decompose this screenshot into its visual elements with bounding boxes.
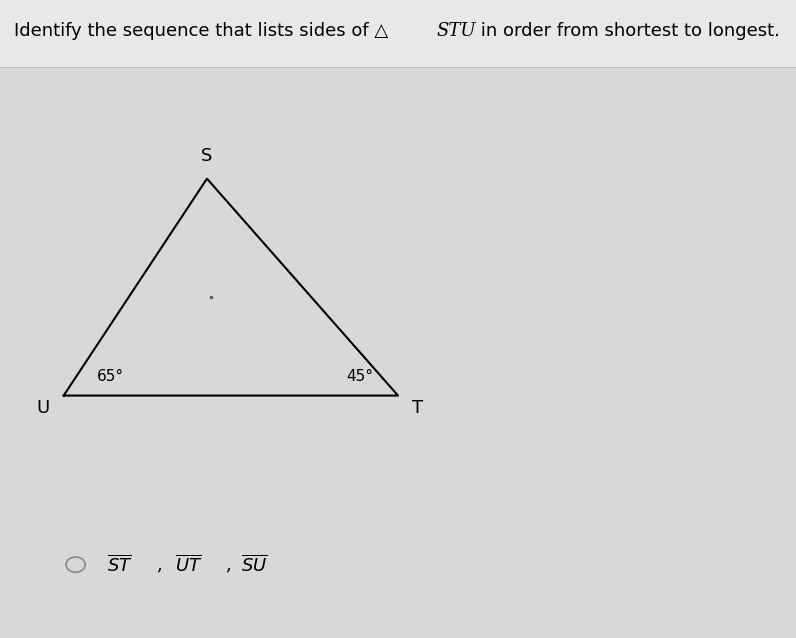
- Text: 65°: 65°: [97, 369, 124, 384]
- Text: STU: STU: [436, 22, 476, 40]
- Text: $\overline{ST}$: $\overline{ST}$: [107, 554, 133, 575]
- Text: T: T: [412, 399, 423, 417]
- Text: 45°: 45°: [346, 369, 373, 384]
- Text: ,: ,: [157, 556, 162, 574]
- FancyBboxPatch shape: [0, 0, 796, 67]
- Text: S: S: [201, 147, 213, 165]
- Text: ,: ,: [225, 556, 231, 574]
- Text: U: U: [36, 399, 49, 417]
- Text: in order from shortest to longest.: in order from shortest to longest.: [475, 22, 780, 40]
- Text: Identify the sequence that lists sides of △: Identify the sequence that lists sides o…: [14, 22, 394, 40]
- Text: $\overline{UT}$: $\overline{UT}$: [175, 554, 202, 575]
- Text: $\overline{SU}$: $\overline{SU}$: [241, 554, 267, 575]
